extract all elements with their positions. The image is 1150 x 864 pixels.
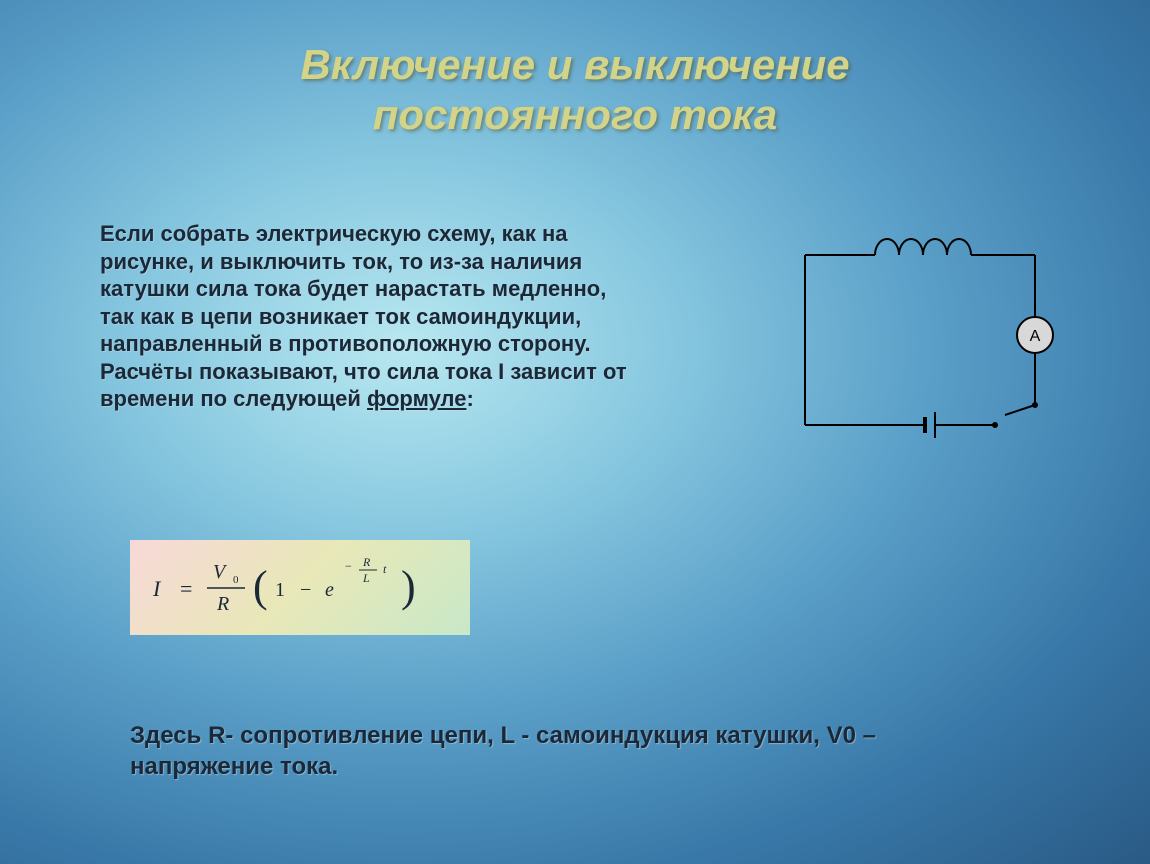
ammeter-label: A <box>1030 328 1041 345</box>
body-main: Если собрать электрическую схему, как на… <box>100 221 627 411</box>
formula: I = V 0 R ( 1 − e − R L t ) <box>145 548 455 628</box>
formula-lparen: ( <box>253 562 268 611</box>
formula-neg: − <box>345 559 352 573</box>
inductor-coil-1 <box>875 239 899 255</box>
switch-pivot <box>1033 403 1037 407</box>
formula-box: I = V 0 R ( 1 − e − R L t ) <box>130 540 470 635</box>
formula-zero: 0 <box>233 574 239 586</box>
formula-t-exp: t <box>383 562 387 576</box>
inductor-coil-2 <box>899 239 923 255</box>
formula-L-exp: L <box>362 571 370 585</box>
body-paragraph: Если собрать электрическую схему, как на… <box>100 220 640 413</box>
inductor-coil-4 <box>947 239 971 255</box>
formula-e: e <box>325 579 334 601</box>
footer-paragraph: Здесь R- сопротивление цепи, L - самоинд… <box>130 720 890 782</box>
formula-V: V <box>213 561 228 583</box>
formula-rparen: ) <box>401 562 416 611</box>
switch-arm <box>1005 405 1035 415</box>
inductor-coil-3 <box>923 239 947 255</box>
title-line2: постоянного тока <box>373 91 778 138</box>
formula-I: I <box>152 576 162 601</box>
switch-contact <box>993 423 997 427</box>
formula-R: R <box>216 593 229 615</box>
formula-minus: − <box>300 579 311 601</box>
title-line1: Включение и выключение <box>300 41 849 88</box>
formula-eq: = <box>180 576 192 601</box>
formula-R-exp: R <box>362 555 371 569</box>
body-formula-word: формуле <box>367 386 466 411</box>
circuit-diagram: A <box>780 215 1060 455</box>
body-colon: : <box>466 386 473 411</box>
formula-one: 1 <box>275 579 285 601</box>
footer-text: Здесь R- сопротивление цепи, L - самоинд… <box>130 722 876 780</box>
slide-title: Включение и выключение постоянного тока <box>0 0 1150 141</box>
